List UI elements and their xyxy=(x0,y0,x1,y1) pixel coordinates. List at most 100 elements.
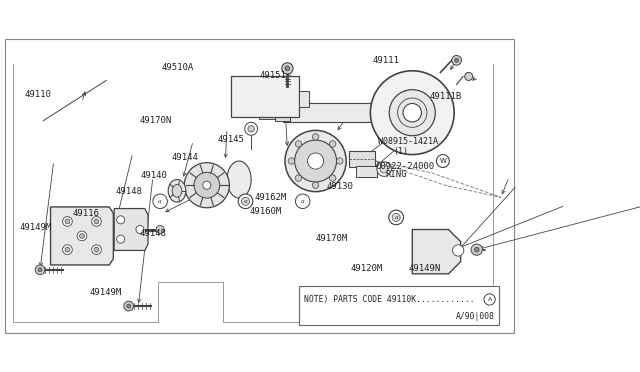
Text: a: a xyxy=(301,199,305,204)
Circle shape xyxy=(484,294,495,305)
Text: 49116: 49116 xyxy=(72,209,99,218)
Circle shape xyxy=(392,214,400,221)
Circle shape xyxy=(452,245,464,256)
Text: 49148: 49148 xyxy=(116,187,143,196)
Circle shape xyxy=(35,265,45,275)
Circle shape xyxy=(136,225,144,234)
Ellipse shape xyxy=(172,185,182,197)
Circle shape xyxy=(63,245,72,254)
Circle shape xyxy=(330,175,336,181)
Text: 49510A: 49510A xyxy=(161,63,193,72)
Circle shape xyxy=(465,73,473,80)
Circle shape xyxy=(295,175,301,181)
FancyBboxPatch shape xyxy=(275,105,290,121)
Circle shape xyxy=(295,141,301,147)
Circle shape xyxy=(377,162,391,176)
Text: 49145: 49145 xyxy=(218,135,245,144)
Circle shape xyxy=(474,247,479,252)
Circle shape xyxy=(389,210,403,225)
Text: W: W xyxy=(440,158,446,164)
Circle shape xyxy=(63,217,72,226)
Ellipse shape xyxy=(227,161,251,198)
FancyBboxPatch shape xyxy=(284,103,408,122)
Circle shape xyxy=(156,225,164,234)
Circle shape xyxy=(92,245,101,254)
Text: 49151: 49151 xyxy=(259,71,286,80)
Circle shape xyxy=(184,163,229,208)
Text: 49130: 49130 xyxy=(326,182,353,190)
Circle shape xyxy=(288,158,294,164)
Circle shape xyxy=(124,301,134,311)
Circle shape xyxy=(436,155,449,167)
Text: 49170N: 49170N xyxy=(140,116,172,125)
Circle shape xyxy=(389,210,403,225)
Text: 00922-24000: 00922-24000 xyxy=(375,162,435,171)
Circle shape xyxy=(94,219,99,224)
Circle shape xyxy=(238,194,253,209)
Circle shape xyxy=(116,216,125,224)
Circle shape xyxy=(285,66,290,71)
Text: 49111B: 49111B xyxy=(429,92,461,100)
Circle shape xyxy=(471,244,483,255)
Polygon shape xyxy=(51,207,113,265)
Text: A: A xyxy=(488,297,492,302)
Circle shape xyxy=(403,103,422,122)
Circle shape xyxy=(238,194,253,209)
Circle shape xyxy=(203,181,211,189)
FancyBboxPatch shape xyxy=(349,151,375,167)
Circle shape xyxy=(452,55,461,65)
Text: 49149M: 49149M xyxy=(19,224,52,232)
Circle shape xyxy=(296,194,310,209)
FancyBboxPatch shape xyxy=(231,76,300,117)
FancyBboxPatch shape xyxy=(259,106,287,119)
Circle shape xyxy=(380,165,388,173)
Circle shape xyxy=(65,219,70,224)
Circle shape xyxy=(194,172,220,198)
Circle shape xyxy=(77,231,87,241)
Text: 49140: 49140 xyxy=(141,171,168,180)
Circle shape xyxy=(92,217,101,226)
Text: 49111: 49111 xyxy=(372,56,399,65)
Circle shape xyxy=(312,134,319,140)
Text: 49149N: 49149N xyxy=(409,264,441,273)
Text: A/90|008: A/90|008 xyxy=(456,312,495,321)
Text: NOTE) PARTS CODE 49110K............: NOTE) PARTS CODE 49110K............ xyxy=(304,295,475,304)
Circle shape xyxy=(153,194,167,209)
Text: 49162M: 49162M xyxy=(254,193,286,202)
Polygon shape xyxy=(412,230,461,274)
Text: a: a xyxy=(158,199,162,204)
Text: 49170M: 49170M xyxy=(316,234,348,243)
Text: 49160M: 49160M xyxy=(250,207,282,216)
Circle shape xyxy=(65,247,70,252)
Circle shape xyxy=(241,197,250,205)
Text: RING: RING xyxy=(385,170,407,179)
Circle shape xyxy=(38,268,42,272)
FancyBboxPatch shape xyxy=(356,166,377,177)
Circle shape xyxy=(285,131,346,192)
Circle shape xyxy=(248,126,254,132)
Text: W08915-1421A: W08915-1421A xyxy=(378,137,438,145)
FancyBboxPatch shape xyxy=(4,39,514,333)
FancyBboxPatch shape xyxy=(300,286,499,325)
Circle shape xyxy=(371,71,454,155)
Text: a: a xyxy=(244,199,248,204)
Circle shape xyxy=(282,63,293,74)
Circle shape xyxy=(389,90,435,136)
Ellipse shape xyxy=(168,180,186,202)
Circle shape xyxy=(94,247,99,252)
Circle shape xyxy=(294,140,337,182)
Text: (1): (1) xyxy=(393,147,408,156)
Circle shape xyxy=(244,122,257,135)
Text: 49120M: 49120M xyxy=(351,264,383,273)
Circle shape xyxy=(79,234,84,238)
Circle shape xyxy=(330,141,336,147)
Text: 49110: 49110 xyxy=(24,90,51,99)
Circle shape xyxy=(127,304,131,308)
Circle shape xyxy=(337,158,343,164)
Circle shape xyxy=(312,182,319,188)
Text: 49148: 49148 xyxy=(140,230,166,238)
Circle shape xyxy=(116,235,125,243)
FancyBboxPatch shape xyxy=(300,91,309,107)
Text: 49149M: 49149M xyxy=(89,288,122,297)
Circle shape xyxy=(308,153,324,169)
